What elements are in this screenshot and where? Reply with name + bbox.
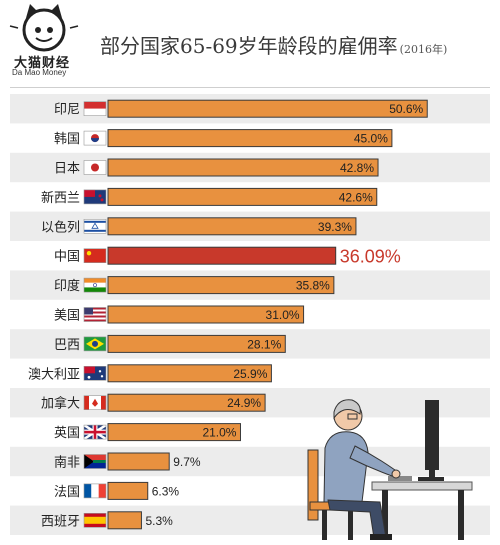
bar (107, 364, 272, 383)
bar (107, 393, 266, 412)
category-label: 巴西 (54, 338, 80, 353)
data-label: 42.8% (340, 161, 374, 175)
header-divider (10, 87, 490, 88)
logo-text-cn: 大猫财经 (14, 56, 71, 71)
category-label: 南非 (54, 455, 80, 471)
bar (107, 481, 149, 500)
flag-brazil-icon (83, 336, 107, 352)
category-label: 印度 (54, 278, 80, 294)
cat-logo-icon (9, 4, 79, 52)
chart-title: 部分国家65-69岁年龄段的雇佣率 (2016年) (100, 30, 447, 59)
flag-indonesia-icon (83, 101, 107, 116)
bar (107, 334, 286, 353)
flag-uk-icon (83, 424, 107, 441)
category-label: 加拿大 (41, 396, 80, 412)
category-label: 日本 (54, 162, 80, 177)
elderly-worker-illustration (307, 399, 473, 540)
data-label: 24.9% (227, 396, 261, 410)
category-label: 以色列 (41, 219, 80, 235)
bar (107, 187, 378, 206)
bar (107, 99, 428, 118)
bar (107, 217, 357, 236)
flag-canada-icon (83, 395, 107, 411)
logo-text-en: Da Mao Money (12, 68, 67, 77)
flag-south-africa-icon (83, 454, 107, 469)
chart-subtitle: (2016年) (399, 43, 448, 56)
data-label: 42.6% (339, 190, 373, 204)
flag-india-icon (83, 277, 107, 293)
category-label: 韩国 (54, 132, 80, 147)
data-label: 31.0% (266, 308, 300, 322)
bar (107, 452, 170, 471)
data-label: 9.7% (173, 455, 201, 469)
category-label: 印尼 (54, 103, 80, 118)
bar (107, 158, 379, 177)
bar (107, 511, 142, 530)
flag-australia-icon (83, 365, 107, 381)
category-label: 法国 (54, 485, 80, 500)
bar (107, 129, 393, 148)
flag-spain-icon (83, 512, 107, 528)
bar (107, 276, 335, 295)
data-label: 5.3% (145, 514, 173, 528)
category-label: 西班牙 (41, 514, 80, 529)
flag-new-zealand-icon (83, 189, 107, 205)
data-label: 6.3% (152, 484, 180, 498)
data-label: 36.09% (340, 247, 401, 267)
data-label: 35.8% (296, 279, 330, 293)
flag-israel-icon (83, 219, 107, 234)
category-label: 新西兰 (41, 190, 80, 206)
chart-title-text: 部分国家65-69岁年龄段的雇佣率 (100, 34, 398, 58)
bar (107, 423, 241, 442)
flag-china-icon (83, 248, 107, 263)
flag-france-icon (83, 483, 107, 499)
flag-japan-icon (83, 160, 107, 175)
bar (107, 305, 305, 324)
category-label: 澳大利亚 (28, 366, 80, 382)
data-label: 50.6% (389, 102, 423, 116)
category-label: 美国 (54, 309, 80, 324)
data-label: 45.0% (354, 132, 388, 146)
bar (107, 246, 337, 265)
data-label: 28.1% (247, 337, 281, 351)
category-label: 英国 (54, 426, 80, 441)
category-label: 中国 (54, 250, 80, 265)
data-label: 21.0% (202, 426, 236, 440)
flag-usa-icon (83, 307, 107, 322)
data-label: 25.9% (233, 367, 267, 381)
flag-south-korea-icon (83, 130, 107, 146)
data-label: 39.3% (318, 220, 352, 234)
